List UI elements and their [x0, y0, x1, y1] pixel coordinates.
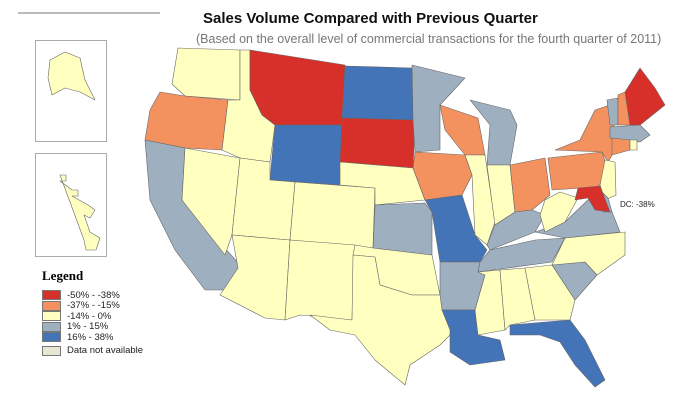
legend-item: -37% - -15% [42, 300, 143, 312]
state-ct [611, 137, 631, 156]
legend-title: Legend [42, 268, 84, 283]
state-fl [509, 319, 606, 388]
state-oh [509, 157, 551, 213]
legend-label: -37% - -15% [67, 300, 120, 312]
legend-label: 16% - 38% [67, 331, 114, 343]
legend: Legend -50% - -38% -37% - -15% -14% - 0% 1%… [42, 268, 143, 356]
legend-item: Data not available [42, 345, 144, 357]
state-nm [284, 239, 356, 321]
state-tx [309, 254, 456, 386]
state-ri [629, 139, 638, 151]
state-al [499, 267, 536, 331]
legend-swatch [42, 332, 61, 343]
state-co [289, 181, 376, 249]
legend-swatch [42, 300, 61, 311]
legend-label: -14% - 0% [67, 310, 112, 322]
legend-item: -50% - -38% [42, 290, 143, 301]
legend-label: Data not available [67, 345, 144, 357]
legend-item: 1% - 15% [42, 321, 143, 333]
state-nd [341, 65, 416, 121]
state-nv [181, 147, 241, 256]
state-wa [171, 47, 241, 101]
map-title: Sales Volume Compared with Previous Quar… [203, 10, 538, 27]
state-ak [47, 51, 96, 101]
state-mt [249, 49, 346, 126]
state-wi [439, 104, 486, 156]
divider [18, 12, 160, 14]
state-md [574, 185, 611, 213]
state-ky [486, 209, 546, 251]
state-mn [411, 64, 466, 153]
state-nj [599, 159, 617, 201]
state-pa [547, 151, 609, 191]
legend-swatch [42, 345, 61, 356]
state-me [624, 67, 666, 126]
state-wv [539, 191, 579, 233]
dc-annotation: DC: -38% [620, 200, 655, 209]
state-ma [609, 124, 651, 143]
legend-swatch [42, 311, 61, 322]
state-wy [269, 124, 343, 186]
state-mo [424, 194, 488, 263]
legend-swatch [42, 321, 61, 332]
state-sd [339, 117, 416, 169]
legend-swatch [42, 290, 61, 301]
legend-label: 1% - 15% [67, 321, 109, 333]
state-ks [372, 202, 433, 256]
state-or [144, 91, 229, 151]
legend-label: -50% - -38% [67, 289, 120, 301]
legend-item: 16% - 38% [42, 332, 143, 343]
state-hi [59, 174, 101, 251]
legend-item: -14% - 0% [42, 311, 143, 322]
state-nc [551, 231, 626, 276]
map-subtitle: (Based on the overall level of commercia… [196, 32, 662, 46]
state-ga [524, 264, 576, 321]
